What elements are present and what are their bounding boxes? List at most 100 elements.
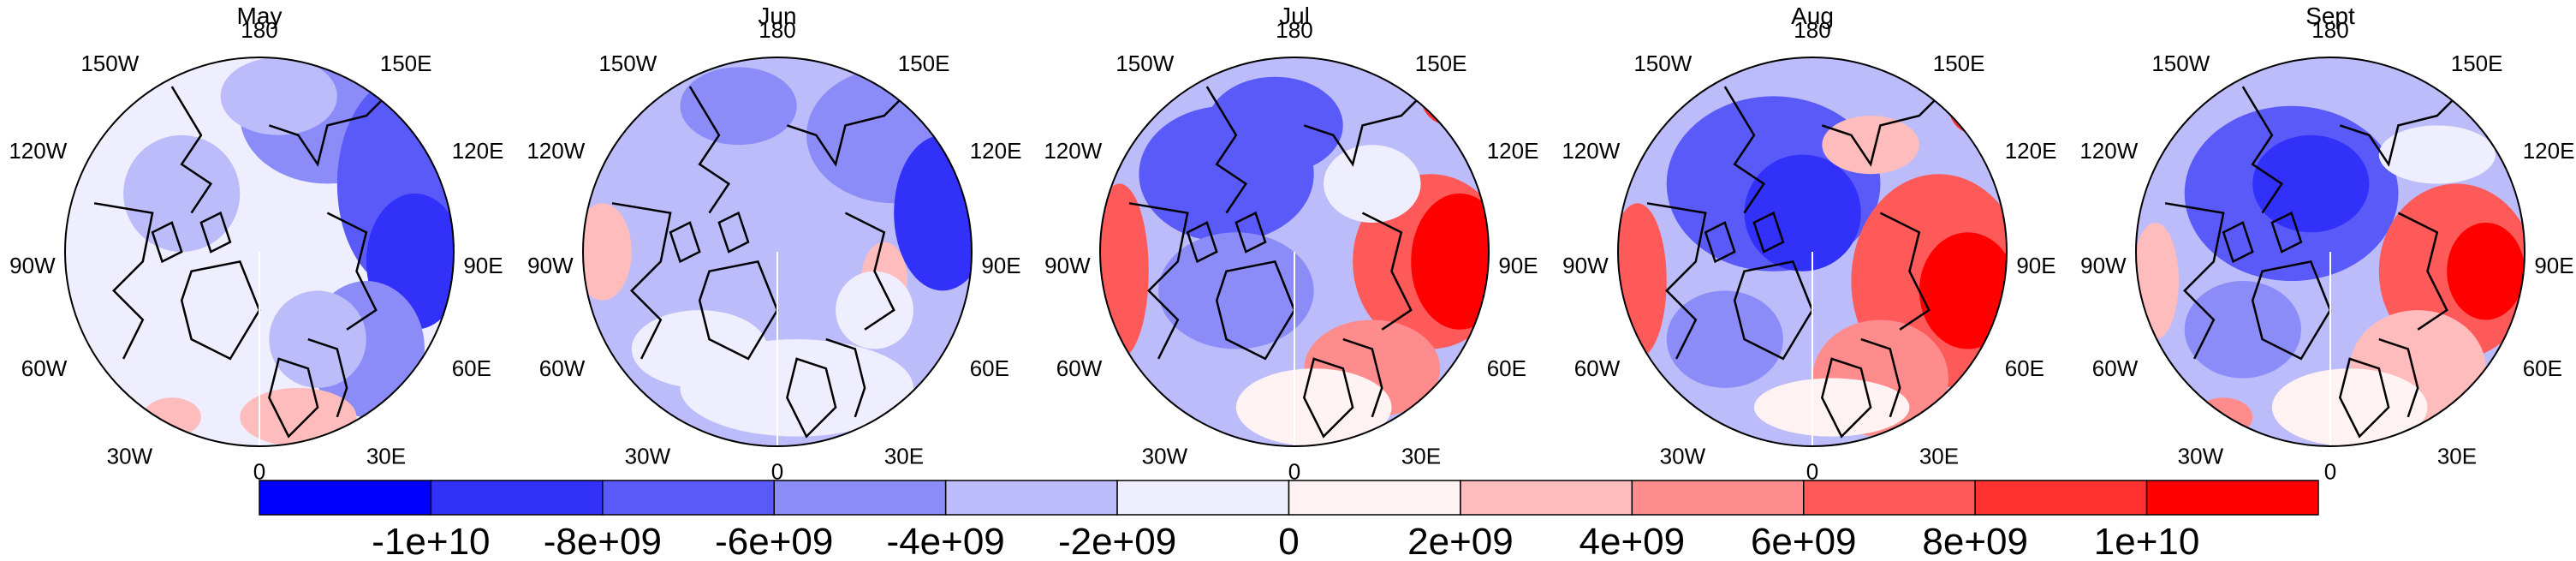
anomaly-field bbox=[65, 57, 454, 446]
coastlines bbox=[611, 85, 954, 439]
longitude-label: 30W bbox=[1660, 443, 1706, 468]
longitude-label: 120E bbox=[2523, 138, 2575, 164]
map-border bbox=[64, 57, 455, 447]
longitude-label: 90E bbox=[2016, 253, 2055, 278]
panel-title: May bbox=[237, 3, 283, 29]
longitude-label: 150W bbox=[80, 51, 139, 76]
contour-region bbox=[2252, 134, 2370, 233]
colorbar-label: -6e+09 bbox=[715, 521, 833, 561]
contour-region bbox=[142, 397, 201, 437]
panel-title: Aug bbox=[1791, 3, 1834, 29]
longitude-label: 30E bbox=[1401, 443, 1441, 468]
coastline bbox=[2338, 357, 2390, 439]
longitude-label: 150W bbox=[2151, 51, 2210, 76]
longitude-label: 150W bbox=[1115, 51, 1174, 76]
colorbar-label: 8e+09 bbox=[1922, 521, 2028, 561]
contour-region bbox=[1206, 76, 1343, 175]
panel-title: Jun bbox=[758, 3, 796, 29]
colorbar-segment bbox=[1974, 480, 2148, 516]
colorbar-label: 6e+09 bbox=[1751, 521, 1857, 561]
coastlines bbox=[2164, 85, 2507, 439]
longitude-label: 120E bbox=[1487, 138, 1539, 164]
anomaly-field bbox=[1618, 57, 2007, 446]
coastline bbox=[786, 357, 837, 439]
colorbar-segment bbox=[259, 480, 432, 516]
longitude-label: 120W bbox=[1044, 138, 1102, 164]
coastline bbox=[669, 221, 701, 264]
contour-region bbox=[1919, 232, 2007, 349]
longitude-label: 0 bbox=[771, 459, 783, 485]
contour-region bbox=[680, 67, 797, 146]
contour-region bbox=[2136, 222, 2179, 340]
panel-title: Sept bbox=[2305, 3, 2355, 29]
contour-region bbox=[1100, 183, 1149, 359]
longitude-label: 90E bbox=[1498, 253, 1538, 278]
longitude-label: 150E bbox=[2451, 51, 2503, 76]
longitude-label: 30E bbox=[1919, 443, 1959, 468]
longitude-label: 180 bbox=[241, 17, 277, 43]
longitude-label: 90E bbox=[2534, 253, 2573, 278]
coastline bbox=[268, 357, 319, 439]
longitude-label: 90W bbox=[9, 253, 56, 278]
longitude-label: 120E bbox=[452, 138, 504, 164]
longitude-label: 120W bbox=[527, 138, 585, 164]
map-border bbox=[1099, 57, 1490, 447]
coastline bbox=[1752, 211, 1785, 254]
contour-region bbox=[1948, 76, 2007, 135]
coastline bbox=[326, 212, 378, 331]
coastline bbox=[2222, 221, 2254, 264]
longitude-label: 0 bbox=[1806, 459, 1818, 485]
anomaly-field bbox=[583, 57, 972, 446]
colorbar-label: 0 bbox=[1278, 521, 1299, 561]
colorbar-segment bbox=[602, 480, 775, 516]
colorbar-segment bbox=[1803, 480, 1976, 516]
coastline bbox=[1128, 202, 1189, 360]
contour-region bbox=[2271, 368, 2428, 446]
colorbar-label: 4e+09 bbox=[1580, 521, 1686, 561]
longitude-label: 150E bbox=[898, 51, 950, 76]
contour-region bbox=[240, 387, 357, 446]
longitude-label: 90W bbox=[527, 253, 574, 278]
coastline bbox=[2251, 260, 2332, 361]
longitude-label: 90E bbox=[981, 253, 1020, 278]
contour-region bbox=[1158, 232, 1314, 349]
longitude-label: 0 bbox=[1288, 459, 1300, 485]
longitude-label: 60W bbox=[2092, 355, 2139, 381]
coastline bbox=[199, 211, 232, 254]
coastline bbox=[844, 212, 895, 331]
coastline bbox=[180, 260, 261, 361]
longitude-label: 120E bbox=[970, 138, 1022, 164]
longitude-label: 120W bbox=[9, 138, 67, 164]
longitude-label: 180 bbox=[759, 17, 795, 43]
longitude-label: 60E bbox=[2005, 355, 2044, 381]
map-border bbox=[2135, 57, 2525, 447]
longitude-label: 0 bbox=[2324, 459, 2336, 485]
anomaly-field bbox=[1100, 57, 1489, 446]
contour-region bbox=[1744, 154, 1861, 272]
coastline bbox=[1215, 260, 1296, 361]
longitude-label: 30E bbox=[366, 443, 406, 468]
longitude-label: 60E bbox=[2523, 355, 2562, 381]
coastline bbox=[1342, 337, 1383, 418]
coastline bbox=[93, 202, 154, 360]
longitude-label: 90E bbox=[463, 253, 503, 278]
contour-region bbox=[836, 271, 913, 349]
coastline bbox=[1186, 221, 1218, 264]
longitude-label: 150E bbox=[1933, 51, 1985, 76]
longitude-label: 60E bbox=[1487, 355, 1526, 381]
map-border bbox=[1617, 57, 2008, 447]
colorbar-segment bbox=[944, 480, 1118, 516]
colorbar-segment bbox=[1631, 480, 1805, 516]
coastline bbox=[2270, 211, 2303, 254]
longitude-label: 60E bbox=[452, 355, 491, 381]
colorbar-segment bbox=[2145, 480, 2319, 516]
coastline bbox=[698, 260, 779, 361]
coastline bbox=[151, 221, 183, 264]
